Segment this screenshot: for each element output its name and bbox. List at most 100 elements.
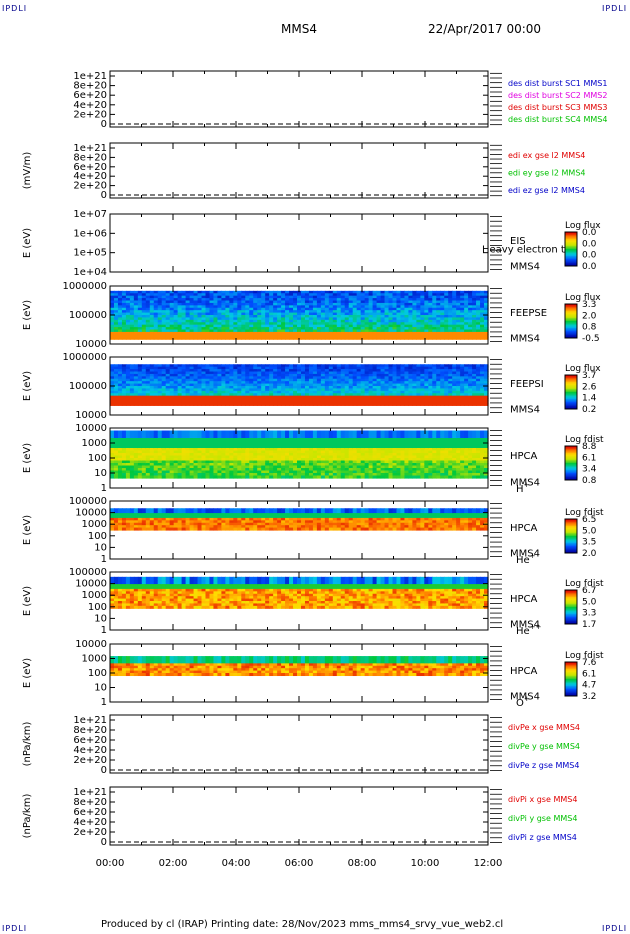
panel-8-ytick-label: 10000: [75, 579, 107, 590]
panel-4-colorbar: [564, 303, 578, 339]
panel-7-ytick-label: 100: [88, 531, 107, 542]
panel-2-ytick-label: 0: [101, 190, 107, 201]
panel-5-ytick-label: 10000: [75, 410, 107, 421]
panel-9-colorbar-tick: 6.1: [582, 669, 596, 679]
panel-9-ylabel: E (eV): [22, 658, 33, 688]
panel-4-ylabel: E (eV): [22, 300, 33, 330]
panel-11-ytick-label: 0: [101, 837, 107, 848]
panel-5-ytick-label: 1000000: [62, 352, 107, 363]
panel-2-ytick-label: 2e+20: [73, 181, 107, 192]
panel-11-legend-item: divPi y gse MMS4: [508, 814, 577, 823]
panel-3-ylabel: E (eV): [22, 228, 33, 258]
panel-3-colorbar-tick: 0.0: [582, 262, 597, 272]
panel-3-colorbar-tick: 0.0: [582, 251, 597, 261]
panel-3-colorbar-tick: 0.0: [582, 239, 597, 249]
panel-11-ytick-label: 2e+20: [73, 827, 107, 838]
panel-1-legend-item: des dist burst SC2 MMS2: [508, 91, 607, 100]
panel-9-ytick-label: 10: [94, 683, 107, 694]
panel-8-colorbar-title: Log fdist: [565, 579, 604, 589]
panel-5-colorbar-tick: 0.2: [582, 405, 596, 415]
panel-5-colorbar-title: Log flux: [565, 364, 601, 374]
corner-label-tr: IPDLI: [602, 4, 628, 13]
panel-6-colorbar-tick: 8.8: [582, 442, 597, 452]
panel-11-legend-item: divPi x gse MMS4: [508, 795, 577, 804]
panel-10-ytick-label: 2e+20: [73, 755, 107, 766]
panel-3-colorbar-title: Log flux: [565, 221, 601, 231]
panel-11-ytick-label: 1e+21: [73, 787, 107, 798]
panel-8-ytick-label: 100: [88, 602, 107, 613]
panel-7-colorbar-tick: 6.5: [582, 515, 596, 525]
panel-8-colorbar-tick: 5.0: [582, 597, 597, 607]
panel-2-ytick-label: 6e+20: [73, 162, 107, 173]
panel-3-frame: [109, 213, 489, 273]
panel-1-ytick-label: 4e+20: [73, 100, 107, 111]
panel-8-colorbar-tick: 6.7: [582, 586, 596, 596]
panel-1-legend-item: des dist burst SC1 MMS1: [508, 79, 607, 88]
panel-3-colorbar-tick: 0.0: [582, 228, 597, 238]
panel-9-ytick-label: 1000: [82, 654, 107, 665]
panel-5: 1000000 100000 10000 E (eV) FEEPSI MMS4 Log fl…: [22, 352, 601, 421]
panel-8-ytick-label: 10: [94, 613, 107, 624]
header-datetime: 22/Apr/2017 00:00: [428, 22, 542, 36]
panel-3-ytick-label: 1e+06: [73, 228, 107, 239]
panel-7-instrument-label: HPCA: [510, 523, 538, 534]
panel-5-colorbar-tick: 2.6: [582, 382, 597, 392]
panel-1-ytick-label: 8e+20: [73, 81, 107, 92]
x-axis-tick-label: 10:00: [411, 858, 440, 869]
panel-7-colorbar-tick: 5.0: [582, 526, 597, 536]
panel-2-legend-item: edi ez gse l2 MMS4: [508, 186, 585, 195]
panel-10-frame: [109, 714, 489, 774]
panel-4-colorbar-tick: 0.8: [582, 323, 597, 333]
corner-label-br: IPDLI: [602, 924, 628, 933]
panel-1-ytick-label: 2e+20: [73, 109, 107, 120]
panel-9-colorbar-title: Log fdist: [565, 651, 604, 661]
corner-label-tl: IPDLI: [2, 4, 28, 13]
panel-10-ytick-label: 0: [101, 765, 107, 776]
panel-11-ytick-label: 4e+20: [73, 817, 107, 828]
footer-credit: Produced by cl (IRAP) Printing date: 28/…: [101, 919, 504, 930]
panel-11-ylabel: (nPa/km): [22, 794, 33, 839]
panel-6-ylabel: E (eV): [22, 443, 33, 473]
panel-5-ytick-label: 100000: [69, 381, 107, 392]
panel-6-probe-label: MMS4: [510, 478, 540, 489]
panel-7-ytick-label: 10: [94, 542, 107, 553]
panel-9-ytick-label: 100: [88, 668, 107, 679]
panel-7-colorbar: [564, 518, 578, 554]
panel-6-ytick-label: 1000: [82, 438, 107, 449]
panel-6-colorbar-title: Log fdist: [565, 435, 604, 445]
panel-2-legend-item: edi ey gse l2 MMS4: [508, 169, 586, 178]
panel-4-colorbar-title: Log flux: [565, 293, 601, 303]
panel-7-ytick-label: 100000: [69, 496, 107, 507]
panel-10-legend-item: divPe z gse MMS4: [508, 761, 579, 770]
panel-8-instrument-label: HPCA: [510, 594, 538, 605]
x-axis-tick-label: 12:00: [474, 858, 503, 869]
panel-10-legend-item: divPe x gse MMS4: [508, 723, 580, 732]
panel-10-ylabel: (nPa/km): [22, 722, 33, 767]
panel-3-probe-label: MMS4: [510, 262, 540, 273]
corner-label-bl: IPDLI: [2, 924, 28, 933]
panel-1-ytick-label: 0: [101, 119, 107, 130]
x-axis-tick-label: 06:00: [285, 858, 314, 869]
panel-4-ytick-label: 10000: [75, 339, 107, 350]
panel-2-frame: [109, 142, 489, 199]
x-axis-tick-label: 04:00: [222, 858, 251, 869]
panel-8-ytick-label: 100000: [69, 567, 107, 578]
panel-6-colorbar-tick: 6.1: [582, 453, 596, 463]
panel-5-colorbar-tick: 1.4: [582, 394, 597, 404]
panel-5-colorbar-tick: 3.7: [582, 371, 596, 381]
panel-3-overlay-text: Heavy electron to: [482, 244, 571, 255]
panel-6-colorbar-tick: 3.4: [582, 465, 597, 475]
panel-8-colorbar-tick: 3.3: [582, 609, 596, 619]
panel-7-probe-label: MMS4: [510, 549, 540, 560]
panel-3-ytick-label: 1e+05: [73, 248, 107, 259]
panel-2-ytick-label: 1e+21: [73, 143, 107, 154]
panel-8-ylabel: E (eV): [22, 586, 33, 616]
panel-9-ytick-label: 10000: [75, 639, 107, 650]
panel-6-instrument-label: HPCA: [510, 451, 538, 462]
panel-6-colorbar-tick: 0.8: [582, 476, 597, 486]
panel-4-ytick-label: 1000000: [62, 281, 107, 292]
panel-3-instrument-label: EIS: [510, 236, 526, 247]
